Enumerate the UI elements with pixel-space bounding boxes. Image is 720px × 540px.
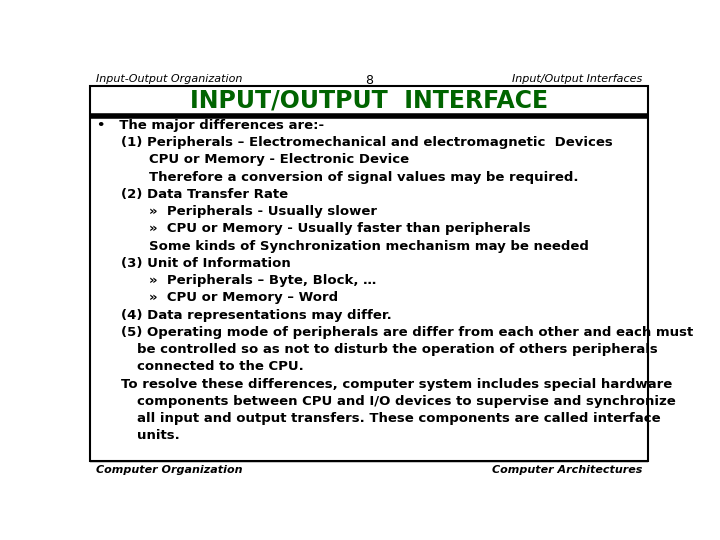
Text: (2) Data Transfer Rate: (2) Data Transfer Rate	[121, 188, 288, 201]
Text: 8: 8	[365, 75, 373, 87]
Text: components between CPU and I/O devices to supervise and synchronize: components between CPU and I/O devices t…	[138, 395, 676, 408]
Text: Computer Organization: Computer Organization	[96, 465, 242, 475]
Text: Some kinds of Synchronization mechanism may be needed: Some kinds of Synchronization mechanism …	[148, 240, 588, 253]
Text: •   The major differences are:-: • The major differences are:-	[96, 119, 324, 132]
Text: (5) Operating mode of peripherals are differ from each other and each must: (5) Operating mode of peripherals are di…	[121, 326, 693, 339]
Text: (3) Unit of Information: (3) Unit of Information	[121, 257, 290, 270]
FancyBboxPatch shape	[90, 86, 648, 461]
Text: (4) Data representations may differ.: (4) Data representations may differ.	[121, 309, 392, 322]
Text: Input-Output Organization: Input-Output Organization	[96, 75, 242, 84]
Text: INPUT/OUTPUT  INTERFACE: INPUT/OUTPUT INTERFACE	[190, 89, 548, 112]
Text: »  Peripherals – Byte, Block, …: » Peripherals – Byte, Block, …	[148, 274, 376, 287]
Text: »  Peripherals - Usually slower: » Peripherals - Usually slower	[148, 205, 377, 218]
Text: Input/Output Interfaces: Input/Output Interfaces	[512, 75, 642, 84]
Text: To resolve these differences, computer system includes special hardware: To resolve these differences, computer s…	[121, 377, 672, 390]
Text: »  CPU or Memory – Word: » CPU or Memory – Word	[148, 292, 338, 305]
Text: CPU or Memory - Electronic Device: CPU or Memory - Electronic Device	[148, 153, 409, 166]
Text: be controlled so as not to disturb the operation of others peripherals: be controlled so as not to disturb the o…	[138, 343, 658, 356]
Text: units.: units.	[138, 429, 180, 442]
Text: »  CPU or Memory - Usually faster than peripherals: » CPU or Memory - Usually faster than pe…	[148, 222, 531, 235]
Text: all input and output transfers. These components are called interface: all input and output transfers. These co…	[138, 412, 661, 425]
Text: Computer Architectures: Computer Architectures	[492, 465, 642, 475]
Text: connected to the CPU.: connected to the CPU.	[138, 360, 304, 374]
Text: (1) Peripherals – Electromechanical and electromagnetic  Devices: (1) Peripherals – Electromechanical and …	[121, 136, 613, 149]
Text: Therefore a conversion of signal values may be required.: Therefore a conversion of signal values …	[148, 171, 578, 184]
